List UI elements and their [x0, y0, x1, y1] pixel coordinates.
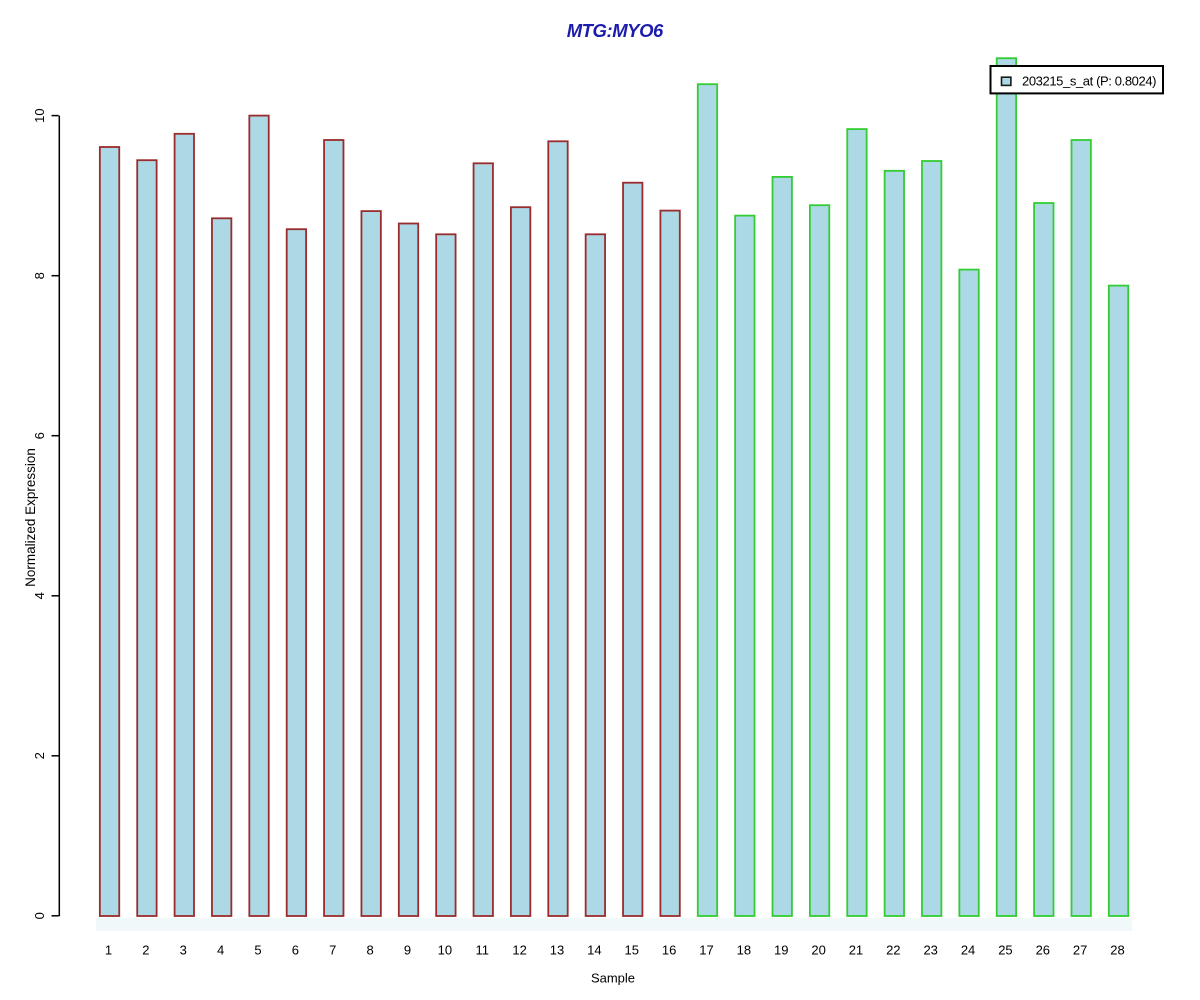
- svg-text:10: 10: [32, 108, 47, 122]
- svg-text:24: 24: [961, 942, 975, 957]
- svg-text:Sample: Sample: [591, 971, 635, 986]
- svg-text:23: 23: [923, 942, 937, 957]
- svg-text:8: 8: [367, 942, 374, 957]
- svg-text:13: 13: [550, 942, 564, 957]
- svg-text:3: 3: [180, 942, 187, 957]
- svg-text:0: 0: [32, 912, 47, 919]
- svg-text:10: 10: [438, 942, 452, 957]
- svg-text:22: 22: [886, 942, 900, 957]
- svg-text:11: 11: [476, 942, 490, 957]
- svg-text:4: 4: [32, 592, 47, 599]
- svg-text:9: 9: [404, 942, 411, 957]
- svg-text:1: 1: [105, 942, 112, 957]
- svg-text:7: 7: [329, 942, 336, 957]
- svg-text:12: 12: [512, 942, 526, 957]
- svg-text:26: 26: [1036, 942, 1050, 957]
- svg-text:6: 6: [292, 942, 299, 957]
- svg-text:14: 14: [587, 942, 601, 957]
- svg-text:21: 21: [849, 942, 863, 957]
- svg-text:2: 2: [32, 752, 47, 759]
- svg-text:MTG:MYO6: MTG:MYO6: [567, 20, 664, 41]
- svg-text:2: 2: [142, 942, 149, 957]
- svg-text:20: 20: [811, 942, 825, 957]
- svg-text:18: 18: [737, 942, 751, 957]
- svg-text:6: 6: [32, 432, 47, 439]
- svg-text:19: 19: [774, 942, 788, 957]
- svg-text:27: 27: [1073, 942, 1087, 957]
- svg-text:25: 25: [998, 942, 1012, 957]
- svg-text:28: 28: [1110, 942, 1124, 957]
- svg-text:8: 8: [32, 272, 47, 279]
- svg-text:16: 16: [662, 942, 676, 957]
- svg-text:17: 17: [699, 942, 713, 957]
- svg-text:15: 15: [624, 942, 638, 957]
- svg-text:Normalized Expression: Normalized Expression: [23, 448, 38, 587]
- svg-text:4: 4: [217, 942, 224, 957]
- svg-text:5: 5: [254, 942, 261, 957]
- svg-text:203215_s_at (P: 0.8024): 203215_s_at (P: 0.8024): [1022, 74, 1157, 89]
